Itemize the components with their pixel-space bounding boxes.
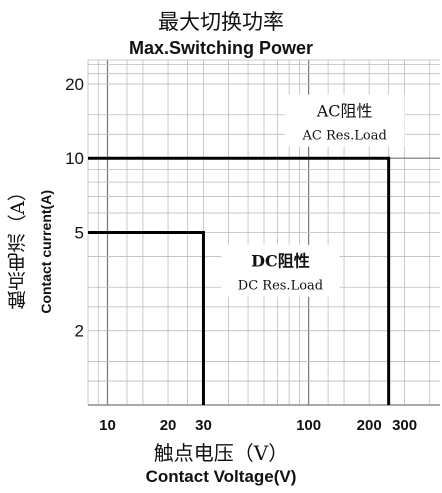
ac-label-box xyxy=(284,94,405,147)
ac-res-load-line xyxy=(88,156,391,405)
tick-labels: 2 5 10 20 10 20 30 100 200 300 xyxy=(65,75,417,434)
dc-label-box xyxy=(221,244,340,297)
y-tick-label: 20 xyxy=(65,75,84,94)
dc-label-en: DC Res.Load xyxy=(238,279,323,294)
series-lines xyxy=(88,156,391,405)
y-tick-label: 10 xyxy=(65,149,84,168)
dc-label-cn: DC阻性 xyxy=(251,252,310,271)
y-tick-label: 2 xyxy=(75,322,84,341)
chart-title: Max.Switching Power xyxy=(128,38,314,58)
y-tick-label: 5 xyxy=(75,224,84,243)
ac-label-cn: AC阻性 xyxy=(316,102,373,121)
x-tick-label: 200 xyxy=(357,417,382,434)
x-tick-label: 30 xyxy=(195,417,212,434)
series-labels: AC阻性 AC Res.Load DC阻性 DC Res.Load xyxy=(221,94,405,297)
x-tick-label: 10 xyxy=(99,417,116,434)
chart-title-cn: 最大切换功率 xyxy=(158,10,284,34)
dc-res-load-line xyxy=(88,231,205,405)
x-tick-label: 100 xyxy=(296,417,321,434)
ac-label-en: AC Res.Load xyxy=(302,129,387,144)
x-axis-label: Contact Voltage(V) xyxy=(145,467,297,486)
x-tick-label: 300 xyxy=(392,417,417,434)
x-tick-label: 20 xyxy=(160,417,177,434)
x-axis-label-cn: 触点电压（V） xyxy=(153,441,289,465)
